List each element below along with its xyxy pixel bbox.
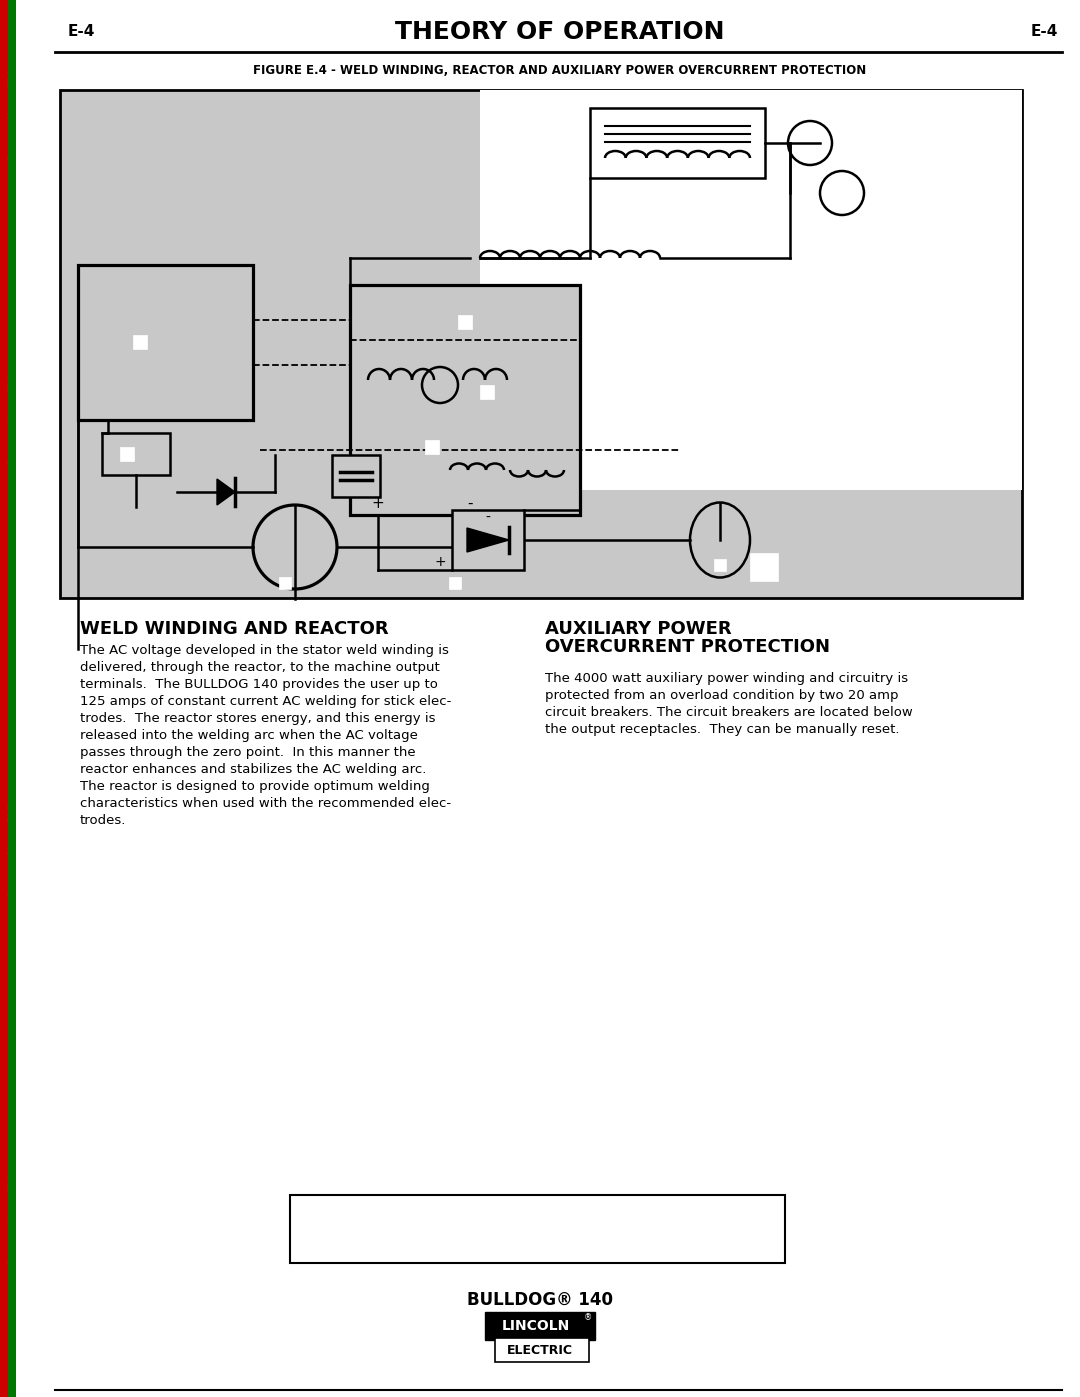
Text: Return to Section TOC: Return to Section TOC — [0, 1173, 8, 1267]
Bar — [449, 577, 461, 590]
Bar — [8, 0, 16, 1397]
Text: Return to Master TOC: Return to Master TOC — [9, 374, 17, 465]
Text: BULLDOG® 140: BULLDOG® 140 — [467, 1291, 613, 1309]
Bar — [60, 89, 1022, 598]
Text: Return to Section TOC: Return to Section TOC — [0, 373, 8, 467]
Bar — [714, 559, 726, 571]
Bar — [480, 89, 1022, 490]
Bar — [480, 386, 494, 400]
Text: the output receptacles.  They can be manually reset.: the output receptacles. They can be manu… — [545, 724, 900, 736]
Bar — [350, 285, 580, 515]
Bar — [120, 447, 134, 461]
Text: The AC voltage developed in the stator weld winding is: The AC voltage developed in the stator w… — [80, 644, 449, 657]
Text: THEORY OF OPERATION: THEORY OF OPERATION — [395, 20, 725, 43]
Text: delivered, through the reactor, to the machine output: delivered, through the reactor, to the m… — [80, 661, 440, 673]
Bar — [453, 510, 524, 570]
Bar — [291, 1194, 785, 1263]
Text: +: + — [372, 496, 384, 510]
Text: E-4: E-4 — [1030, 25, 1058, 39]
Bar — [750, 553, 778, 581]
Text: ELECTRIC: ELECTRIC — [507, 1344, 573, 1356]
Text: WELD WINDING AND REACTOR: WELD WINDING AND REACTOR — [80, 620, 389, 638]
Text: reactor enhances and stabilizes the AC welding arc.: reactor enhances and stabilizes the AC w… — [80, 763, 427, 775]
Text: circuit breakers. The circuit breakers are located below: circuit breakers. The circuit breakers a… — [545, 705, 913, 719]
Bar — [485, 1312, 595, 1340]
Bar — [133, 335, 147, 349]
Text: terminals.  The BULLDOG 140 provides the user up to: terminals. The BULLDOG 140 provides the … — [80, 678, 437, 692]
Text: trodes.  The reactor stores energy, and this energy is: trodes. The reactor stores energy, and t… — [80, 712, 435, 725]
Bar — [0, 0, 8, 1397]
Text: OVERCURRENT PROTECTION: OVERCURRENT PROTECTION — [545, 638, 831, 657]
Text: +: + — [434, 555, 446, 569]
Text: trodes.: trodes. — [80, 814, 126, 827]
Text: Return to Master TOC: Return to Master TOC — [9, 1175, 17, 1266]
Text: The 4000 watt auxiliary power winding and circuitry is: The 4000 watt auxiliary power winding an… — [545, 672, 908, 685]
Polygon shape — [467, 528, 509, 552]
Text: Return to Master TOC: Return to Master TOC — [9, 70, 17, 161]
Text: -: - — [468, 496, 473, 510]
Text: E-4: E-4 — [68, 25, 95, 39]
Text: NOTE: Unshaded areas of Block Logic: NOTE: Unshaded areas of Block Logic — [407, 1210, 667, 1224]
Text: FIGURE E.4 - WELD WINDING, REACTOR AND AUXILIARY POWER OVERCURRENT PROTECTION: FIGURE E.4 - WELD WINDING, REACTOR AND A… — [254, 63, 866, 77]
Text: 125 amps of constant current AC welding for stick elec-: 125 amps of constant current AC welding … — [80, 694, 451, 708]
Polygon shape — [217, 479, 235, 504]
Text: -: - — [486, 511, 490, 525]
Text: released into the welding arc when the AC voltage: released into the welding arc when the A… — [80, 729, 418, 742]
Text: Return to Section TOC: Return to Section TOC — [0, 803, 8, 897]
Bar — [458, 314, 472, 330]
Bar — [279, 577, 291, 590]
Bar — [102, 433, 170, 475]
Text: The reactor is designed to provide optimum welding: The reactor is designed to provide optim… — [80, 780, 430, 793]
Text: characteristics when used with the recommended elec-: characteristics when used with the recom… — [80, 798, 451, 810]
Bar — [495, 1338, 589, 1362]
Bar — [78, 265, 253, 420]
Text: LINCOLN: LINCOLN — [502, 1319, 570, 1333]
Text: Return to Section TOC: Return to Section TOC — [0, 68, 8, 162]
Text: AUXILIARY POWER: AUXILIARY POWER — [545, 620, 731, 638]
Text: ®: ® — [584, 1313, 592, 1323]
Text: Diagram are the subject of discussion: Diagram are the subject of discussion — [406, 1234, 669, 1248]
Text: passes through the zero point.  In this manner the: passes through the zero point. In this m… — [80, 746, 416, 759]
Bar — [590, 108, 765, 177]
Text: protected from an overload condition by two 20 amp: protected from an overload condition by … — [545, 689, 899, 703]
Bar — [332, 455, 380, 497]
Text: Return to Master TOC: Return to Master TOC — [9, 805, 17, 895]
Bar — [426, 440, 438, 454]
